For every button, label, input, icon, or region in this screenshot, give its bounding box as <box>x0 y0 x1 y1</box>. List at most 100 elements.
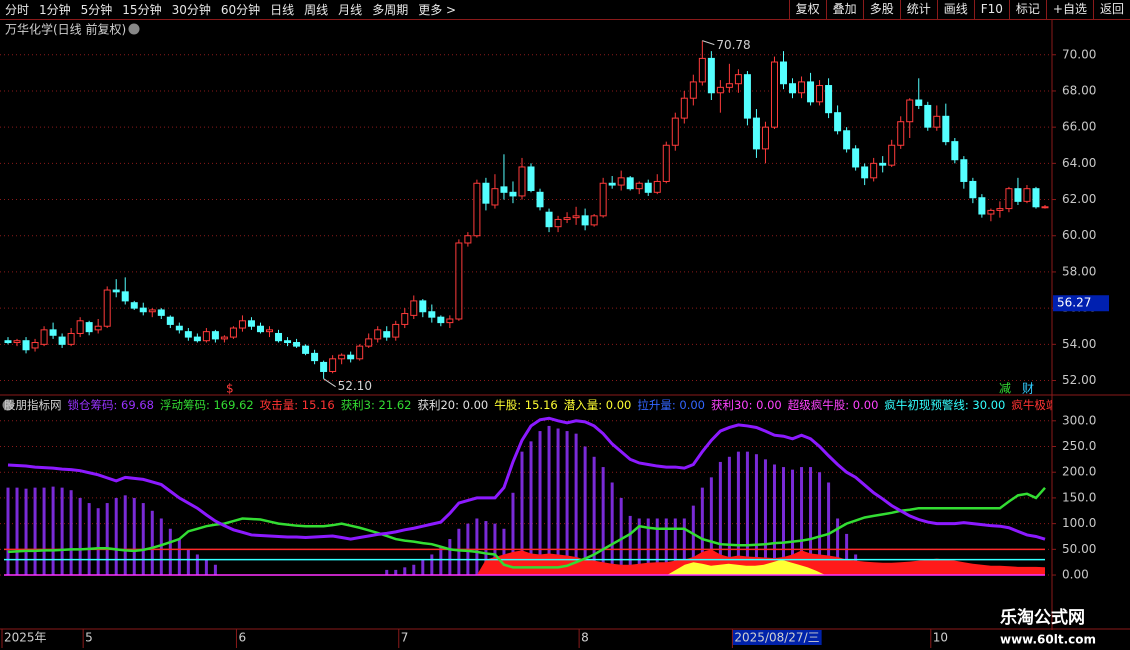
y-tick-label: 60.00 <box>1062 228 1096 242</box>
toolbar-button[interactable]: 多股 <box>862 0 900 19</box>
candle-body <box>554 218 562 228</box>
candle-body <box>374 329 382 340</box>
toolbar-button[interactable]: 复权 <box>788 0 826 19</box>
indicator-bar <box>394 569 398 576</box>
indicator-line <box>7 416 1046 541</box>
y-tick-label: 52.00 <box>1062 373 1096 387</box>
y-tick-label: 300.0 <box>1062 413 1096 427</box>
toolbar-button[interactable]: 叠加 <box>825 0 863 19</box>
legend-entry: 牛股: 15.16 <box>494 398 558 412</box>
dropdown-icon[interactable] <box>2 399 14 411</box>
indicator-bar <box>33 487 37 576</box>
candle-body <box>139 307 147 313</box>
indicator-bar <box>114 497 118 576</box>
indicator-bar <box>159 518 163 576</box>
y-tick-label: 58.00 <box>1062 264 1096 278</box>
dropdown-icon[interactable] <box>128 23 140 35</box>
indicator-bar <box>772 464 776 576</box>
candle-body <box>329 358 337 372</box>
candle-body <box>689 81 697 99</box>
candle-body <box>40 329 48 345</box>
toolbar-button[interactable]: 多周期 <box>372 3 409 17</box>
toolbar-button[interactable]: F10 <box>973 0 1009 19</box>
event-marker[interactable]: 财 <box>1022 382 1034 396</box>
candle-body <box>184 331 192 338</box>
candle-body <box>653 180 661 193</box>
indicator-bar <box>15 487 19 576</box>
indicator-area <box>8 559 1045 576</box>
candle-body <box>383 331 391 338</box>
candle-body <box>662 144 670 182</box>
candle-body <box>635 182 643 190</box>
indicator-bar <box>457 528 461 576</box>
candle-body <box>446 318 454 324</box>
y-tick-label: 54.00 <box>1062 337 1096 351</box>
indicator-bar <box>754 454 758 576</box>
toolbar-button[interactable]: 周线 <box>304 3 329 17</box>
y-tick-label: 100.0 <box>1062 516 1096 530</box>
candle-body <box>67 332 75 345</box>
toolbar-button[interactable]: 5分钟 <box>80 3 113 17</box>
candle-body <box>428 311 436 318</box>
candle-body <box>725 83 733 88</box>
legend-entry: 锁仓筹码: 69.68 <box>67 398 154 412</box>
indicator-bar <box>763 459 767 576</box>
indicator-bar <box>87 503 91 576</box>
toolbar-button[interactable]: 分时 <box>5 3 30 17</box>
y-tick-label: 66.00 <box>1062 120 1096 134</box>
candle-body <box>707 57 715 94</box>
toolbar-button[interactable]: 统计 <box>899 0 937 19</box>
event-marker[interactable]: $ <box>226 382 234 396</box>
candle-body <box>779 61 787 85</box>
candle-body <box>897 121 905 146</box>
toolbar-button[interactable]: 返回 <box>1092 0 1130 19</box>
candle-body <box>94 325 102 331</box>
watermark-title: 乐淘公式网 <box>1000 607 1085 628</box>
toolbar-button[interactable]: +自选 <box>1045 0 1093 19</box>
candle-body <box>888 144 896 166</box>
toolbar-right: 复权 叠加 多股 统计 画线 F10 标记 +自选 返回 <box>788 0 1130 19</box>
candle-body <box>671 117 679 146</box>
y-tick-label: 200.0 <box>1062 465 1096 479</box>
candle-body <box>969 180 977 199</box>
candle-body <box>410 300 418 316</box>
toolbar-button[interactable]: 日线 <box>270 3 295 17</box>
candle-body <box>770 61 778 128</box>
candle-body <box>834 112 842 132</box>
toolbar-button[interactable]: 标记 <box>1008 0 1046 19</box>
event-marker[interactable]: 减 <box>999 382 1011 396</box>
candle-body <box>1014 188 1022 202</box>
toolbar-button[interactable]: 画线 <box>936 0 974 19</box>
candle-body <box>482 182 490 204</box>
indicator-bar <box>412 564 416 576</box>
legend-entry: 疯牛极端预警线 <box>1011 398 1052 412</box>
candle-body <box>85 322 93 333</box>
legend-entry: 超级疯牛股: 0.00 <box>787 398 879 412</box>
x-tick-label: 10 <box>933 631 948 645</box>
toolbar-button[interactable]: 30分钟 <box>171 3 211 17</box>
candle-body <box>608 182 616 186</box>
indicator-bar <box>78 497 82 576</box>
candle-body <box>320 361 328 372</box>
indicator-bar <box>186 549 190 576</box>
toolbar: 分时 1分钟 5分钟 15分钟 30分钟 60分钟 日线 周线 月线 多周期 更多 > 复权 叠加 多股… <box>0 0 1130 20</box>
indicator-bar <box>818 472 822 576</box>
candle-body <box>31 342 39 349</box>
candle-body <box>338 354 346 360</box>
toolbar-button[interactable]: 更多 > <box>418 3 457 17</box>
y-tick-label: 68.00 <box>1062 83 1096 97</box>
toolbar-button[interactable]: 15分钟 <box>122 3 162 17</box>
candle-body <box>563 217 571 220</box>
toolbar-button[interactable]: 1分钟 <box>39 3 71 17</box>
indicator-bar <box>24 488 28 576</box>
toolbar-button[interactable]: 60分钟 <box>220 3 261 17</box>
candle-body <box>716 86 724 94</box>
candle-body <box>599 182 607 217</box>
toolbar-button[interactable]: 月线 <box>338 3 363 17</box>
low-pointer <box>323 378 336 388</box>
candle-body <box>22 340 30 351</box>
y-tick-label: 0.00 <box>1062 568 1089 582</box>
candle-body <box>455 242 463 320</box>
